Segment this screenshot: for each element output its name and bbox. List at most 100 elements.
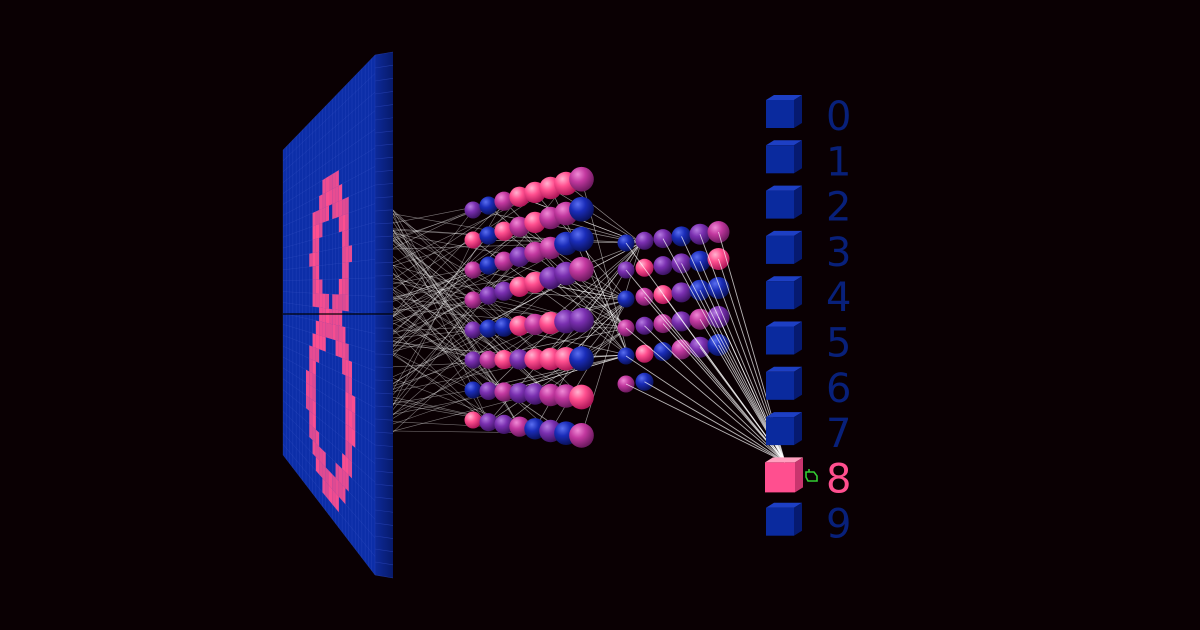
neuron <box>479 413 498 432</box>
input-pixel-active <box>342 230 346 248</box>
edge <box>392 196 520 351</box>
input-pixel-active <box>348 376 352 396</box>
input-pixel-active <box>338 183 343 202</box>
edge <box>392 209 474 316</box>
neuron <box>635 344 654 363</box>
edge <box>392 222 536 317</box>
input-layer <box>282 51 394 579</box>
edge <box>488 327 629 423</box>
input-pixel-active <box>342 246 346 264</box>
edge <box>392 209 520 327</box>
input-pixel-active <box>332 474 336 494</box>
neuron <box>617 290 635 308</box>
side-rung <box>374 535 394 539</box>
grid-row-line <box>282 389 376 464</box>
side-rung <box>374 431 394 434</box>
cube-side <box>794 230 802 264</box>
edge <box>392 239 474 406</box>
neuron <box>479 226 498 245</box>
edge <box>392 289 489 392</box>
neuron <box>524 348 546 370</box>
input-pixel-active <box>315 443 320 461</box>
side-rung <box>374 574 394 579</box>
input-pixel-active <box>312 359 316 376</box>
side-rung <box>374 104 394 108</box>
input-pixel-active <box>312 400 316 417</box>
side-rung <box>374 170 394 173</box>
grid-row-line <box>282 91 376 172</box>
input-pixel-active <box>319 293 323 308</box>
neuron <box>509 349 530 370</box>
neuron <box>653 342 673 362</box>
input-pixel-active <box>352 411 356 431</box>
input-pixel-active <box>345 359 349 377</box>
neuron <box>464 201 482 219</box>
edge <box>392 273 505 393</box>
input-pixel-active <box>309 397 313 414</box>
input-pixel-active <box>325 293 329 309</box>
grid-row-line <box>282 259 376 271</box>
edge <box>392 273 536 360</box>
input-pixel-active <box>329 323 333 340</box>
output-node-6: 6 <box>766 366 851 412</box>
edge <box>503 242 642 360</box>
grid-row-line <box>282 147 376 205</box>
neuron <box>494 251 514 271</box>
grid-row-line <box>282 454 376 576</box>
cube-top <box>766 502 802 508</box>
edge <box>392 243 505 360</box>
input-pixel-active <box>338 481 343 501</box>
input-pixel-active <box>315 347 320 364</box>
grid-row-line <box>282 411 376 501</box>
input-pixel-active <box>306 395 310 411</box>
input-pixel-active <box>329 308 333 325</box>
input-pixel-active <box>329 189 333 206</box>
input-pixel-active <box>345 196 349 215</box>
edge <box>581 239 629 356</box>
neuron <box>569 307 594 333</box>
edge <box>392 239 551 396</box>
output-label-3: 3 <box>826 230 851 276</box>
neuron <box>494 191 514 211</box>
side-rung <box>374 156 394 160</box>
input-pixel-active <box>312 373 316 389</box>
input-pixel-active <box>309 358 313 374</box>
edge <box>550 277 629 329</box>
edge <box>392 315 567 434</box>
side-rung <box>374 51 394 56</box>
cube-top <box>765 457 803 463</box>
input-pixel-active <box>342 358 346 376</box>
neuron <box>479 381 498 401</box>
input-pixel-active <box>312 346 316 362</box>
edge <box>392 297 474 361</box>
cube-front <box>766 145 794 174</box>
input-pixel-active <box>325 481 329 501</box>
input-pixel-active <box>306 382 310 398</box>
cube-top <box>766 321 802 327</box>
neuron <box>494 317 514 337</box>
input-pixel-active <box>345 229 349 247</box>
cube-front <box>766 235 794 264</box>
input-pixel-active <box>345 213 349 231</box>
input-pixel-active <box>342 342 346 360</box>
input-pixel-active <box>329 485 333 505</box>
output-label-6: 6 <box>826 366 851 412</box>
neuron <box>464 261 482 279</box>
neuron <box>464 291 482 309</box>
cube-top <box>766 412 802 418</box>
edge <box>392 235 505 360</box>
output-node-3: 3 <box>766 230 851 276</box>
cube-side <box>794 95 802 128</box>
edge <box>392 256 520 410</box>
output-node-0: 0 <box>766 94 851 140</box>
edge <box>392 352 474 391</box>
cube-side <box>794 140 802 174</box>
input-pixel-active <box>348 393 352 412</box>
edge <box>392 226 520 356</box>
input-pixel-active <box>319 446 323 464</box>
input-pixel-active <box>335 324 339 342</box>
output-label-8: 8 <box>826 456 851 502</box>
input-pixel-active <box>345 407 349 427</box>
input-pixel-active <box>315 251 320 267</box>
